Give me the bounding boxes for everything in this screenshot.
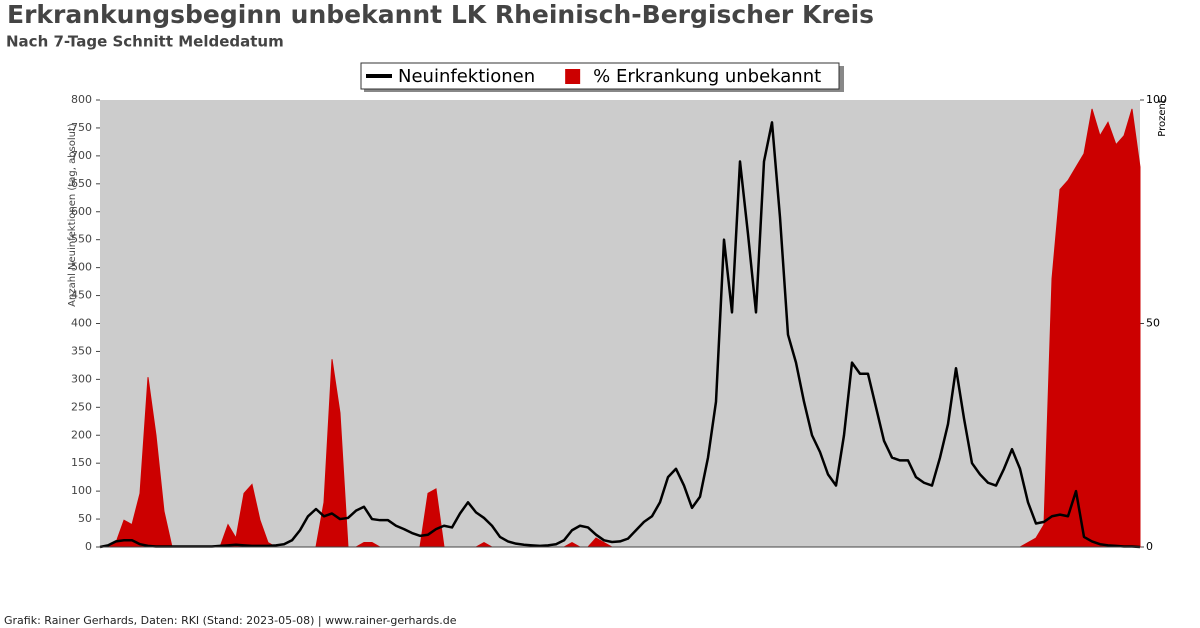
y-tick-label: 250 bbox=[71, 400, 92, 413]
y2-axis-title: Prozent bbox=[1157, 99, 1168, 137]
legend-swatch bbox=[565, 69, 581, 84]
y-tick-label: 350 bbox=[71, 344, 92, 357]
legend-label: % Erkrankung unbekannt bbox=[593, 66, 821, 87]
y2-tick-label: 100 bbox=[1146, 93, 1167, 106]
y-tick-label: 100 bbox=[71, 484, 92, 497]
y2-tick-label: 50 bbox=[1146, 317, 1160, 330]
plot-area bbox=[100, 100, 1140, 547]
y-tick-label: 500 bbox=[71, 261, 92, 274]
y2-tick-label: 0 bbox=[1146, 540, 1153, 553]
y-tick-label: 550 bbox=[71, 233, 92, 246]
legend-box bbox=[360, 62, 840, 90]
y-tick-label: 800 bbox=[71, 93, 92, 106]
y-tick-label: 200 bbox=[71, 428, 92, 441]
legend: Neuinfektionen % Erkrankung unbekannt bbox=[360, 62, 844, 92]
chart-title: Erkrankungsbeginn unbekannt LK Rheinisch… bbox=[7, 0, 874, 29]
line bbox=[99, 121, 1141, 549]
y-tick-label: 50 bbox=[78, 512, 92, 525]
y-tick-label: 150 bbox=[71, 456, 92, 469]
y-tick-label: 0 bbox=[85, 540, 92, 553]
y-tick-label: 650 bbox=[71, 177, 92, 190]
y-tick-label: 750 bbox=[71, 121, 92, 134]
legend-label: Neuinfektionen bbox=[398, 66, 535, 87]
y-tick-label: 450 bbox=[71, 289, 92, 302]
y-axis-title: Anzahl Neuinfektionen (tag, absolut) bbox=[67, 123, 78, 307]
chart-subtitle: Nach 7-Tage Schnitt Meldedatum bbox=[6, 33, 284, 51]
y-tick-label: 600 bbox=[71, 205, 92, 218]
y-tick-label: 400 bbox=[71, 317, 92, 330]
y-tick-label: 700 bbox=[71, 149, 92, 162]
y-tick-label: 300 bbox=[71, 372, 92, 385]
footer: Grafik: Rainer Gerhards, Daten: RKI (Sta… bbox=[4, 614, 457, 627]
